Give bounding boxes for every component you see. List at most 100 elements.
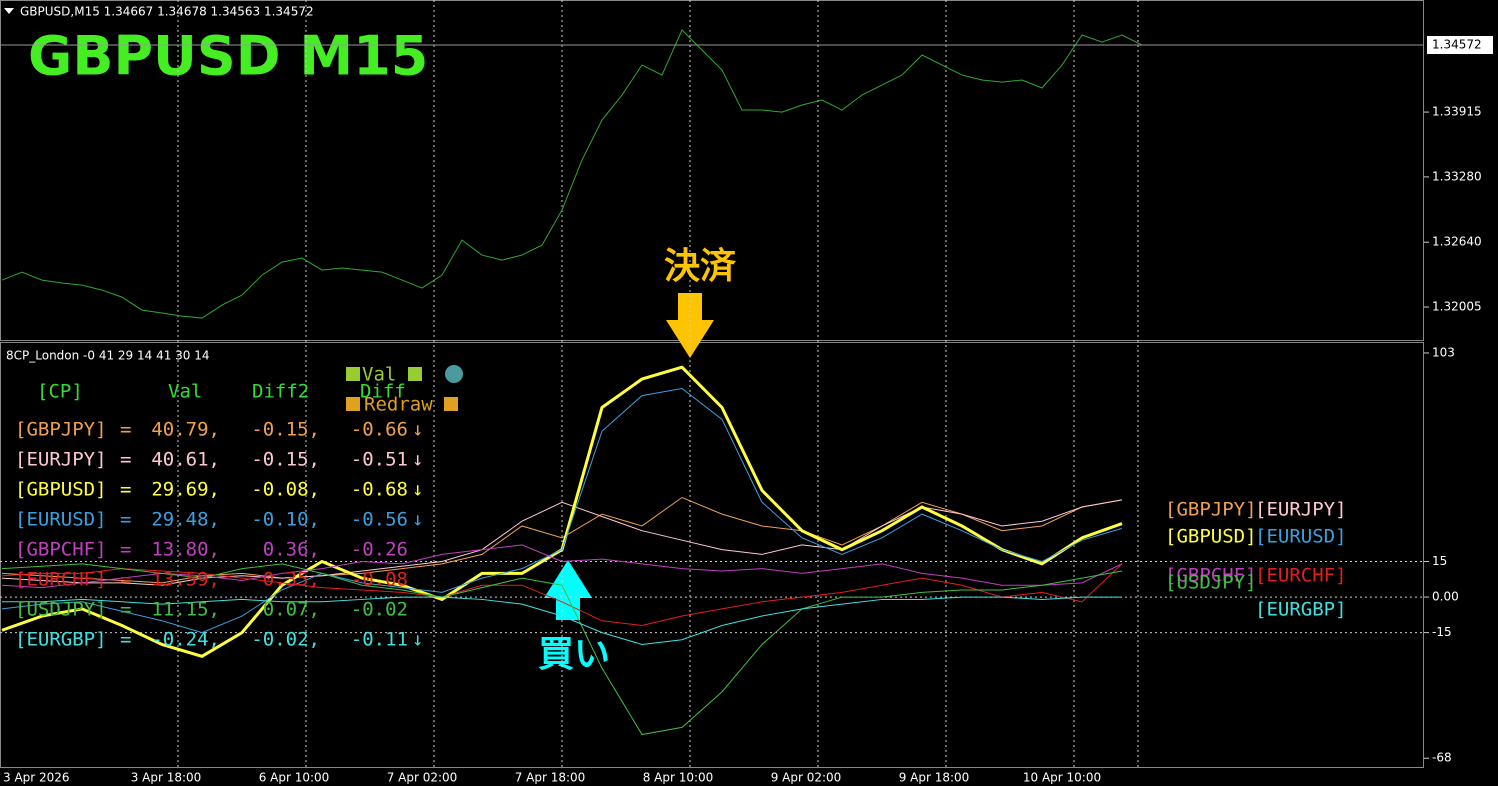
table-cell: -0.56 — [351, 509, 408, 531]
table-cell: = — [120, 569, 131, 591]
table-cell: 29.48, — [151, 509, 220, 531]
table-cell: 0.07, — [263, 599, 320, 621]
table-cell: -0.24, — [151, 629, 220, 651]
y-tick-label: 15 — [1432, 554, 1447, 568]
val-square — [346, 367, 360, 381]
y-tick-label: -15 — [1432, 625, 1452, 639]
y-tick-label: 1.32005 — [1432, 300, 1482, 314]
symbol-info: GBPUSD,M15 1.34667 1.34678 1.34563 1.345… — [20, 5, 314, 19]
table-cell: = — [120, 509, 131, 531]
table-cell: 40.79, — [151, 419, 220, 441]
legend-entry: [EURGBP] — [1255, 599, 1347, 621]
redraw-square — [444, 397, 458, 411]
table-cell: [EURCHF] — [15, 569, 107, 591]
table-cell: = — [120, 629, 131, 651]
price-pane-border — [0, 0, 1424, 341]
table-cell: 29.69, — [151, 479, 220, 501]
indicator-line — [1, 544, 1123, 589]
table-cell: -0.02, — [251, 629, 320, 651]
x-tick-label: 3 Apr 2026 — [3, 771, 70, 785]
table-cell: = — [120, 449, 131, 471]
indicator-line — [1, 496, 1123, 584]
table-cell: [GBPJPY] — [15, 419, 107, 441]
legend-entry: [GBPCHF] — [1165, 565, 1257, 587]
table-cell: ↓ — [412, 509, 423, 531]
x-tick-label: 10 Apr 10:00 — [1023, 771, 1101, 785]
table-cell: -0.08, — [251, 479, 320, 501]
table-cell: = — [120, 539, 131, 561]
indicator-line — [1, 563, 1123, 736]
exit-label: 決済 — [664, 246, 736, 287]
table-header: Diff2 — [252, 381, 309, 403]
table-cell: -0.68 — [351, 479, 408, 501]
x-tick-label: 9 Apr 18:00 — [899, 771, 970, 785]
big-title: GBPUSD M15 — [28, 25, 428, 88]
table-cell: [EURUSD] — [15, 509, 107, 531]
table-cell: -0.11 — [351, 629, 408, 651]
x-tick-label: 6 Apr 10:00 — [259, 771, 330, 785]
legend-entry: [GBPUSD] — [1165, 526, 1257, 548]
table-cell: 13.59, — [151, 569, 220, 591]
table-cell: -0.66 — [351, 419, 408, 441]
legend-entry: [EURCHF] — [1255, 565, 1347, 587]
table-cell: -0.15, — [251, 419, 320, 441]
legend-entry: [EURUSD] — [1255, 526, 1347, 548]
table-cell: [GBPUSD] — [15, 479, 107, 501]
status-dot — [445, 365, 463, 383]
x-tick-label: 9 Apr 02:00 — [771, 771, 842, 785]
table-cell: = — [120, 599, 131, 621]
x-tick-label: 7 Apr 18:00 — [515, 771, 586, 785]
table-cell: -0.51 — [351, 449, 408, 471]
table-cell: -0.08 — [351, 569, 408, 591]
table-cell: ↓ — [412, 629, 423, 651]
indicator-line — [1, 387, 1123, 634]
price-line — [1, 29, 1143, 319]
table-cell: 0.36, — [263, 539, 320, 561]
table-cell: -0.15, — [251, 449, 320, 471]
val-button[interactable]: Val — [362, 364, 396, 386]
table-cell: 11.15, — [151, 599, 220, 621]
val-square — [408, 367, 422, 381]
y-tick-label: 1.32640 — [1432, 235, 1482, 249]
last-price-box — [1427, 36, 1493, 55]
table-cell: 13.80, — [151, 539, 220, 561]
indicator-line — [2, 596, 1122, 645]
table-header: [CP] — [37, 381, 83, 403]
table-header: Val — [168, 381, 202, 403]
indicator-pane-border — [0, 342, 1424, 768]
table-cell: -0.02 — [351, 599, 408, 621]
buy-arrow — [544, 560, 592, 620]
menu-triangle[interactable] — [4, 8, 14, 14]
y-tick-label: 1.33280 — [1432, 169, 1482, 183]
table-cell: 0.35, — [263, 569, 320, 591]
y-tick-label: -68 — [1432, 751, 1452, 765]
table-cell: -0.26 — [351, 539, 408, 561]
x-tick-label: 7 Apr 02:00 — [387, 771, 458, 785]
table-cell: ↓ — [412, 449, 423, 471]
table-cell: [GBPCHF] — [15, 539, 107, 561]
redraw-square — [346, 397, 360, 411]
legend-entry: [USDJPY] — [1165, 572, 1257, 594]
redraw-button[interactable]: Redraw — [364, 394, 433, 416]
table-header: Diff — [360, 381, 406, 403]
x-tick-label: 8 Apr 10:00 — [643, 771, 714, 785]
x-tick-label: 3 Apr 18:00 — [131, 771, 202, 785]
buy-label: 買い — [538, 634, 610, 675]
table-cell: -0.10, — [251, 509, 320, 531]
y-tick-label: 0.00 — [1432, 590, 1459, 604]
table-cell: ↓ — [412, 479, 423, 501]
indicator-info: 8CP_London -0 41 29 14 41 30 14 — [6, 349, 210, 363]
table-cell: [EURGBP] — [15, 629, 107, 651]
table-cell: = — [120, 419, 131, 441]
table-cell: [EURJPY] — [15, 449, 107, 471]
table-cell: = — [120, 479, 131, 501]
legend-entry: [GBPJPY] — [1165, 499, 1257, 521]
table-cell: 40.61, — [151, 449, 220, 471]
y-tick-label: 103 — [1432, 345, 1455, 359]
indicator-line — [1, 563, 1123, 627]
table-cell: [USDJPY] — [15, 599, 107, 621]
legend-entry: [EURJPY] — [1255, 499, 1347, 521]
last-price-label: 1.34572 — [1432, 38, 1482, 52]
